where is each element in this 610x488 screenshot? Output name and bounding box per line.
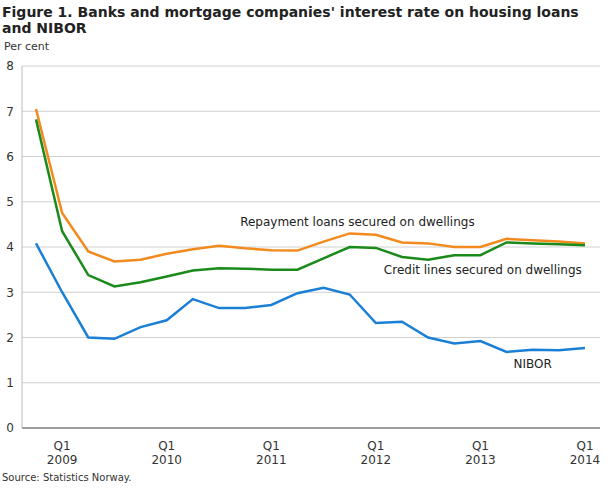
svg-text:Q12014: Q12014 <box>570 439 601 467</box>
html-text:Figure 1. Banks and mortgage c: Figure 1. Banks and mortgage companies' … <box>2 4 579 36</box>
svg-text:NIBOR: NIBOR <box>514 357 552 371</box>
svg-text:Q12011: Q12011 <box>256 439 287 467</box>
html-text:Source: Statistics Norway.: Source: Statistics Norway. <box>2 472 132 483</box>
svg-text:2: 2 <box>8 331 14 345</box>
svg-text:8: 8 <box>8 59 14 73</box>
svg-text:3: 3 <box>8 286 14 300</box>
html-text:Per cent: Per cent <box>4 40 50 53</box>
svg-text:Q12009: Q12009 <box>47 439 78 467</box>
svg-text:1: 1 <box>8 376 14 390</box>
svg-text:7: 7 <box>8 105 14 119</box>
svg-text:Credit lines secured on dwelli: Credit lines secured on dwellings <box>384 263 582 277</box>
svg-text:6: 6 <box>8 150 14 164</box>
svg-text:5: 5 <box>8 195 14 209</box>
svg-text:Repayment loans secured on dwe: Repayment loans secured on dwellings <box>240 215 475 229</box>
svg-text:0: 0 <box>8 421 14 435</box>
svg-text:Q12012: Q12012 <box>361 439 392 467</box>
svg-text:4: 4 <box>8 240 14 254</box>
svg-text:Q12013: Q12013 <box>465 439 496 467</box>
svg-text:Q12010: Q12010 <box>151 439 182 467</box>
